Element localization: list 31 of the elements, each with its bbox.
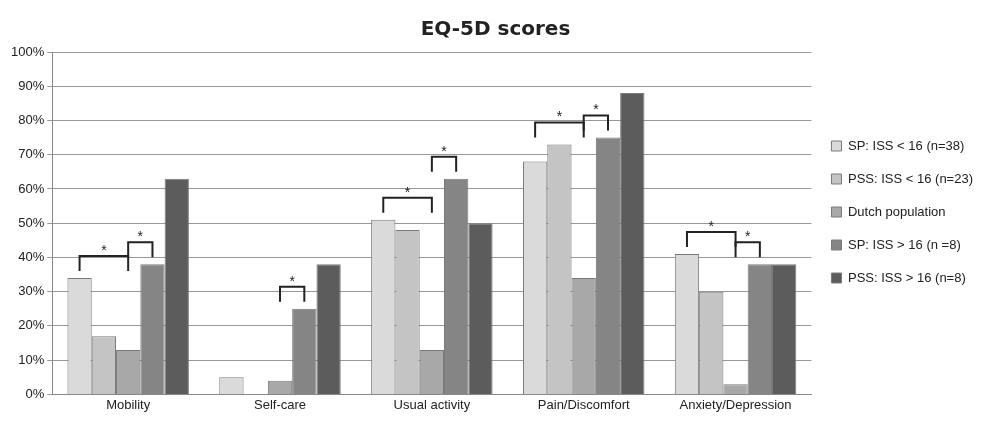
x-tick-label: Anxiety/Depression bbox=[679, 396, 792, 412]
chart-title: EQ-5D scores bbox=[420, 16, 571, 41]
x-tick-label: Usual activity bbox=[393, 396, 471, 412]
y-tick-label: 70% bbox=[18, 146, 45, 162]
annotation: * bbox=[404, 183, 411, 200]
x-tick-label: Self-care bbox=[254, 396, 307, 412]
y-tick-label: 80% bbox=[18, 112, 45, 128]
annotation: * bbox=[101, 241, 108, 258]
legend-label: SP: ISS < 16 (n=38) bbox=[847, 137, 965, 153]
y-tick-label: 50% bbox=[18, 214, 45, 230]
annotation: * bbox=[593, 101, 600, 118]
legend-label: SP: ISS > 16 (n =8) bbox=[847, 236, 961, 252]
y-tick-label: 0% bbox=[25, 385, 45, 401]
y-tick-label: 60% bbox=[18, 180, 45, 196]
annotation: * bbox=[708, 217, 715, 234]
y-tick-label: 20% bbox=[18, 317, 45, 333]
annotation: * bbox=[744, 228, 751, 245]
y-tick-label: 10% bbox=[18, 351, 45, 367]
annotation: * bbox=[289, 272, 296, 289]
annotation: * bbox=[556, 108, 563, 125]
y-tick-label: 90% bbox=[18, 77, 45, 93]
legend-label: Dutch population bbox=[847, 203, 946, 219]
annotation: * bbox=[441, 142, 448, 159]
legend-label: PSS: ISS > 16 (n=8) bbox=[847, 269, 966, 285]
legend-label: PSS: ISS < 16 (n=23) bbox=[847, 170, 974, 186]
x-tick-label: Mobility bbox=[106, 396, 151, 412]
y-tick-label: 100% bbox=[11, 43, 45, 59]
annotation: * bbox=[137, 228, 144, 245]
y-tick-label: 40% bbox=[18, 249, 45, 265]
x-tick-label: Pain/Discomfort bbox=[537, 396, 630, 412]
y-tick-label: 30% bbox=[18, 283, 45, 299]
